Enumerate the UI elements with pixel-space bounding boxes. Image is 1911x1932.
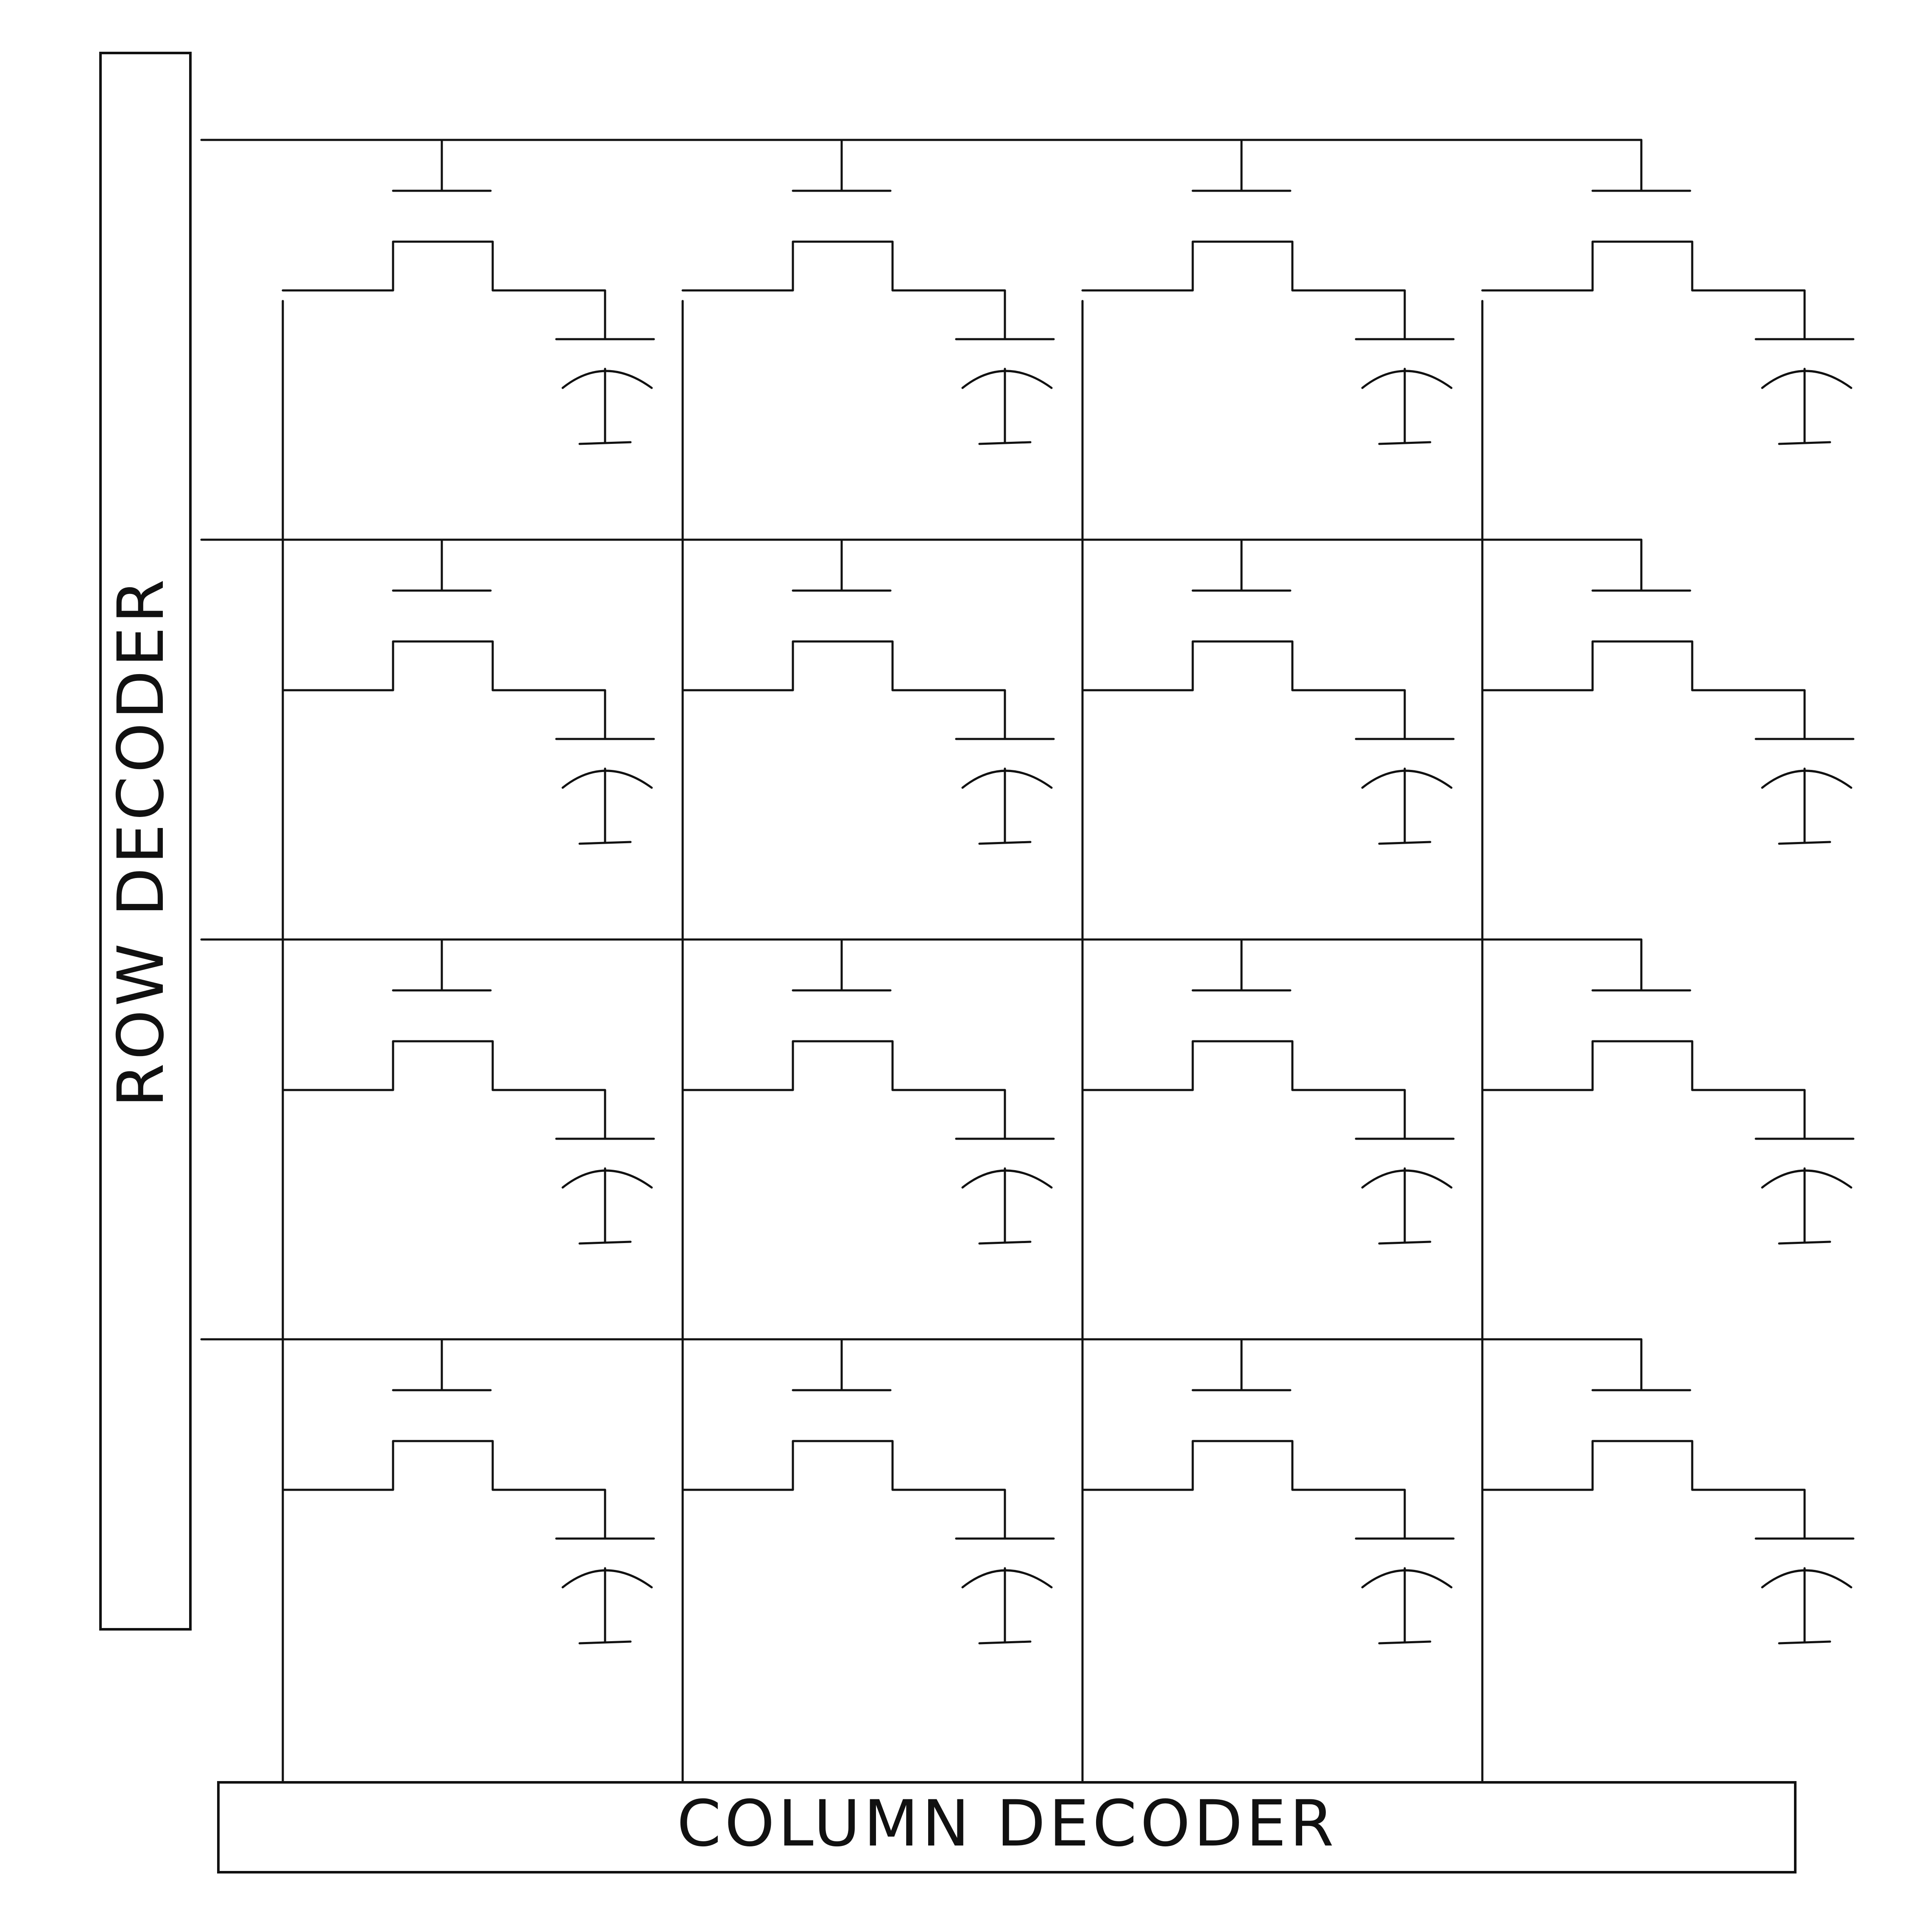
ground-mark [1778,441,1831,445]
capacitor-bottom-plate [961,1569,1053,1589]
ground-mark [1778,1640,1831,1645]
capacitor-bottom-plate [1761,1169,1852,1189]
transistor-channel [1081,1040,1406,1140]
capacitor-bottom-plate [1361,1569,1453,1589]
transistor-channel [282,640,606,740]
capacitor-bottom-plate [1761,769,1852,789]
ground-mark [978,841,1032,845]
transistor-channel [1481,1440,1806,1540]
ground-mark [1378,841,1431,845]
transistor-channel [282,1440,606,1540]
capacitor-bottom-plate [561,769,653,789]
transistor-channel [1081,240,1406,340]
ground-mark [578,1241,632,1245]
transistor-channel [1481,640,1806,740]
row-decoder-block [99,52,192,1631]
capacitor-bottom-plate [561,370,653,389]
ground-mark [978,441,1032,445]
ground-mark [578,1640,632,1645]
capacitor-bottom-plate [961,1169,1053,1189]
capacitor-bottom-plate [1361,769,1453,789]
capacitor-bottom-plate [1361,370,1453,389]
transistor-channel [1481,240,1806,340]
ground-mark [1778,1241,1831,1245]
capacitor-bottom-plate [961,769,1053,789]
column-decoder-block [217,1781,1797,1873]
ground-mark [578,441,632,445]
ground-mark [978,1640,1032,1645]
capacitor-bottom-plate [1361,1169,1453,1189]
transistor-channel [1481,1040,1806,1140]
transistor-channel [1081,1440,1406,1540]
transistor-channel [282,1040,606,1140]
column-decoder-label: COLUMN DECODER [677,1787,1337,1861]
array-wiring [200,139,1855,1782]
transistor-channel [681,240,1006,340]
transistor-channel [681,1440,1006,1540]
capacitor-bottom-plate [1761,370,1852,389]
ground-mark [978,1241,1032,1245]
transistor-channel [681,1040,1006,1140]
ground-mark [1378,1241,1431,1245]
ground-mark [1778,841,1831,845]
transistor-channel [282,240,606,340]
ground-mark [578,841,632,845]
transistor-channel [681,640,1006,740]
ground-mark [1378,441,1431,445]
capacitor-bottom-plate [1761,1569,1852,1589]
row-decoder-label: ROW DECODER [104,576,178,1107]
transistor-channel [1081,640,1406,740]
capacitor-bottom-plate [961,370,1053,389]
capacitor-bottom-plate [561,1169,653,1189]
ground-mark [1378,1640,1431,1645]
capacitor-bottom-plate [561,1569,653,1589]
